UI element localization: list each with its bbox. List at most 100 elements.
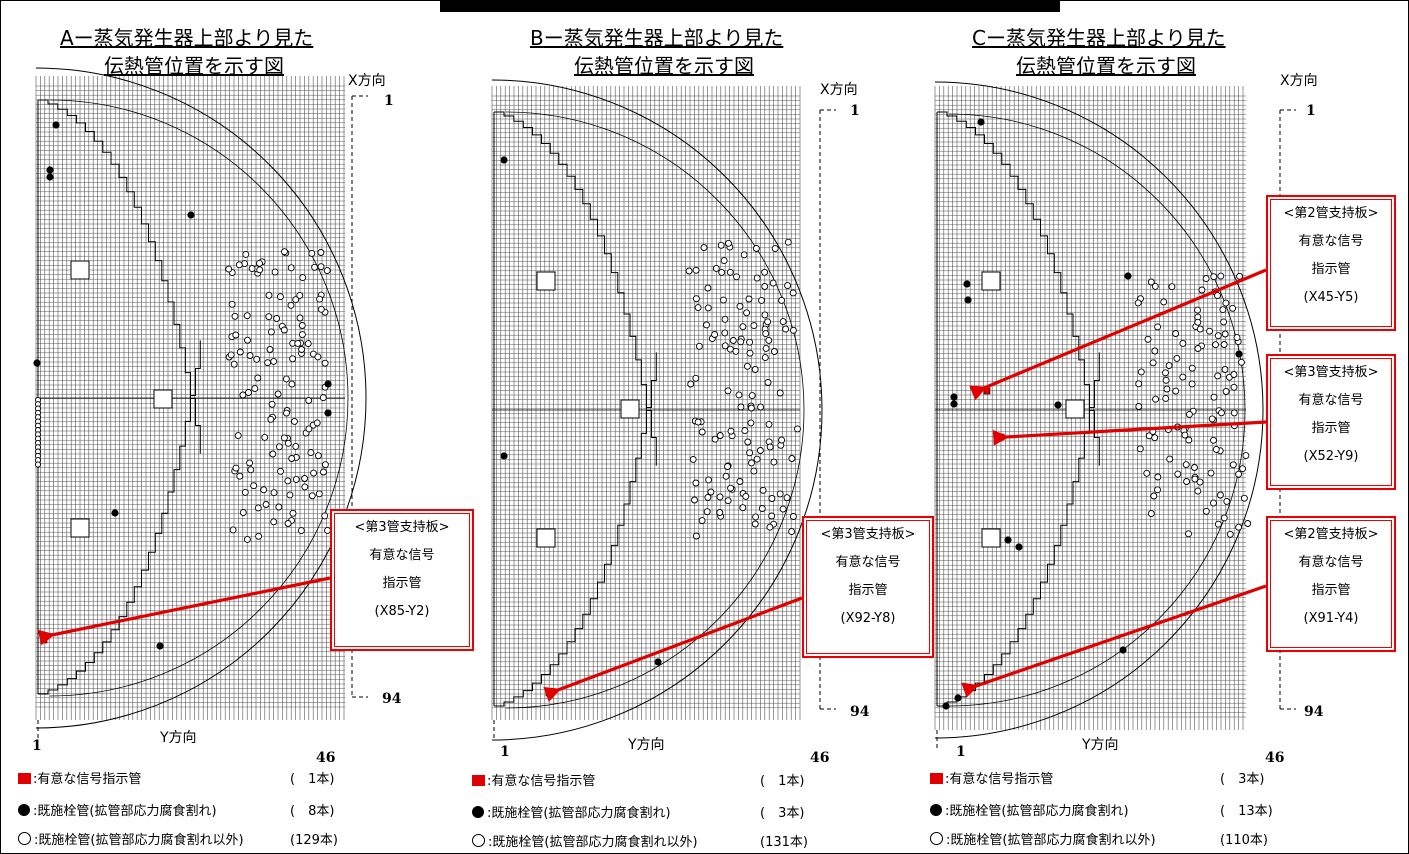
plugged-tube-open <box>716 509 724 516</box>
plugged-tube-open <box>1174 470 1182 478</box>
plugged-tube-open <box>310 469 318 477</box>
plugged-tube-open <box>736 302 744 310</box>
plugged-tube-open <box>700 244 708 252</box>
red-square-icon <box>472 775 485 786</box>
plugged-tube-open <box>284 439 292 447</box>
plugged-tube-open <box>1244 520 1252 527</box>
callout-tube-id: (X91-Y4) <box>1303 611 1359 626</box>
y-tick-left: 1 <box>32 738 42 754</box>
plugged-tube-open <box>275 443 283 451</box>
stay-rod-square <box>70 260 90 280</box>
plugged-tube-open <box>733 273 740 281</box>
plugged-tube-open <box>1230 409 1238 417</box>
plugged-tube-open <box>321 359 329 367</box>
plugged-tube-open <box>741 427 749 435</box>
callout-signal-tube: <第3管支持板> 有意な信号 指示管 (X52-Y9) <box>1266 354 1396 490</box>
plugged-tube-open <box>746 338 754 346</box>
plugged-tube-open <box>287 264 295 272</box>
plugged-tube-open <box>317 305 325 313</box>
x-tick-bottom: 94 <box>382 691 402 707</box>
callout-tube-id: (X92-Y8) <box>840 611 896 626</box>
plugged-tube-open <box>729 337 737 344</box>
plugged-tube-open <box>687 380 695 388</box>
plugged-tube-open <box>314 353 322 361</box>
plugged-tube-open <box>260 486 268 494</box>
plugged-tube-open <box>235 261 243 269</box>
legend-row-filled: :既施栓管(拡管部応力腐食割れ) ( 3本) <box>472 802 804 821</box>
stay-rod-square <box>620 399 640 419</box>
plugged-tube-open <box>1212 445 1220 453</box>
legend-label: :既施栓管(拡管部応力腐食割れ) <box>945 804 1129 819</box>
plugged-tube-open <box>746 349 754 357</box>
plugged-tube-open <box>296 314 304 322</box>
plugged-tube-open <box>251 385 259 393</box>
plugged-tube-open <box>253 355 261 363</box>
legend-count: ( 1本) <box>290 772 335 787</box>
boundary-upper <box>937 111 1100 466</box>
plugged-tube-open <box>284 477 292 485</box>
shell-outline <box>35 67 367 729</box>
plugged-tube-open <box>704 304 712 312</box>
plugged-tube-open <box>719 296 727 304</box>
plugged-tube-open <box>315 490 323 498</box>
plugged-tube-open <box>1233 334 1241 342</box>
stay-rod-square <box>981 528 1001 548</box>
legend-row-open: :既施栓管(拡管部応力腐食割れ以外) (110本) <box>930 829 1268 848</box>
plugged-tube-open <box>789 513 797 520</box>
plugged-tube-open <box>232 464 240 472</box>
plugged-tube-open <box>225 265 233 273</box>
plugged-tube-open <box>1230 383 1238 391</box>
plugged-tube-open <box>313 419 321 427</box>
plugged-tube-open <box>311 263 319 271</box>
plugged-tube-open <box>1214 332 1222 340</box>
plugged-tube-open <box>698 517 706 525</box>
plugged-tube-open <box>1218 409 1225 417</box>
plugged-tube-open <box>722 472 730 480</box>
callout-line1: 有意な信号 <box>835 555 901 570</box>
callout-signal-tube: <第3管支持板> 有意な信号 指示管 (X85-Y2) <box>330 509 474 651</box>
plugged-tube-open <box>695 342 703 350</box>
x-tick-bottom: 94 <box>850 704 870 720</box>
y-axis-name: Y方向 <box>160 730 197 746</box>
plugged-tube-open <box>727 484 735 492</box>
plugged-tube-open <box>299 274 307 282</box>
panel-b: Bー蒸気発生器上部より見た 伝熱管位置を示す図 X方向 1 94 Y方向 1 4… <box>470 0 940 854</box>
plugged-tube-open <box>284 520 292 527</box>
plugged-tube-open <box>765 420 773 428</box>
plugged-tube-filled <box>964 296 972 304</box>
plugged-tube-open <box>712 264 720 272</box>
plugged-tube-open <box>301 475 309 482</box>
plugged-tube-open <box>747 419 755 427</box>
plugged-tube-open <box>776 490 784 498</box>
plugged-tube-open <box>294 339 302 347</box>
plugged-tube-open <box>751 520 759 528</box>
plugged-tube-open <box>1154 486 1161 494</box>
tube-grid <box>934 86 1246 730</box>
plugged-tube-open <box>265 313 273 321</box>
legend-row-open: :既施栓管(拡管部応力腐食割れ以外) (129本) <box>18 829 338 848</box>
legend-label: :有意な信号指示管 <box>945 772 1054 787</box>
panel-c: Cー蒸気発生器上部より見た 伝熱管位置を示す図 X方向 1 94 Y方向 1 4… <box>920 0 1409 854</box>
boundary-upper <box>38 99 201 454</box>
signal-tube-marker <box>545 689 553 697</box>
plugged-tube-open <box>1185 410 1193 418</box>
plugged-tube-open <box>776 389 784 397</box>
plugged-tube-open <box>761 354 769 362</box>
plugged-tube-filled <box>942 702 950 710</box>
plugged-tube-filled <box>52 121 60 129</box>
plugged-tube-open <box>758 296 765 304</box>
plugged-tube-open <box>267 328 275 336</box>
plugged-tube-open <box>34 461 42 468</box>
plugged-tube-open <box>308 249 316 257</box>
callout-signal-tube: <第3管支持板> 有意な信号 指示管 (X92-Y8) <box>802 516 934 658</box>
panel-title-line1: Aー蒸気発生器上部より見た <box>60 26 314 50</box>
callout-arrow <box>961 584 1267 698</box>
callout-line1: 有意な信号 <box>1298 234 1364 249</box>
plugged-tube-open <box>692 295 700 303</box>
plugged-tube-open <box>280 326 288 334</box>
plugged-tube-open <box>1182 461 1190 469</box>
plugged-tube-open <box>1150 492 1158 500</box>
plugged-tube-open <box>1168 283 1176 291</box>
plugged-tube-open <box>771 245 779 253</box>
plugged-tube-open <box>752 513 760 521</box>
